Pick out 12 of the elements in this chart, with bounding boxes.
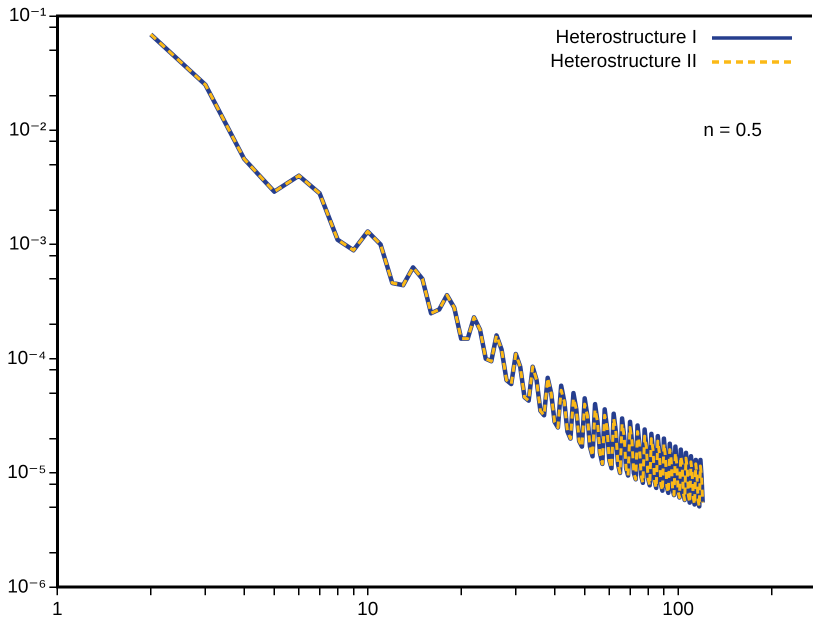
y-tick-label: 10⁻³ <box>8 234 46 255</box>
x-tick-label: 1 <box>52 598 63 620</box>
y-tick-label: 10⁻⁵ <box>7 462 46 484</box>
x-tick-label: 10 <box>357 598 378 620</box>
annotation: n = 0.5 <box>703 120 762 142</box>
legend-label: Heterostructure II <box>550 51 697 72</box>
y-tick-label: 10⁻⁴ <box>7 348 46 369</box>
y-tick-label: 10⁻⁶ <box>7 576 46 598</box>
y-tick-label: 10⁻¹ <box>8 5 46 26</box>
legend-label: Heterostructure I <box>556 27 697 48</box>
x-tick-label: 100 <box>662 598 694 620</box>
y-tick-label: 10⁻² <box>8 119 46 140</box>
